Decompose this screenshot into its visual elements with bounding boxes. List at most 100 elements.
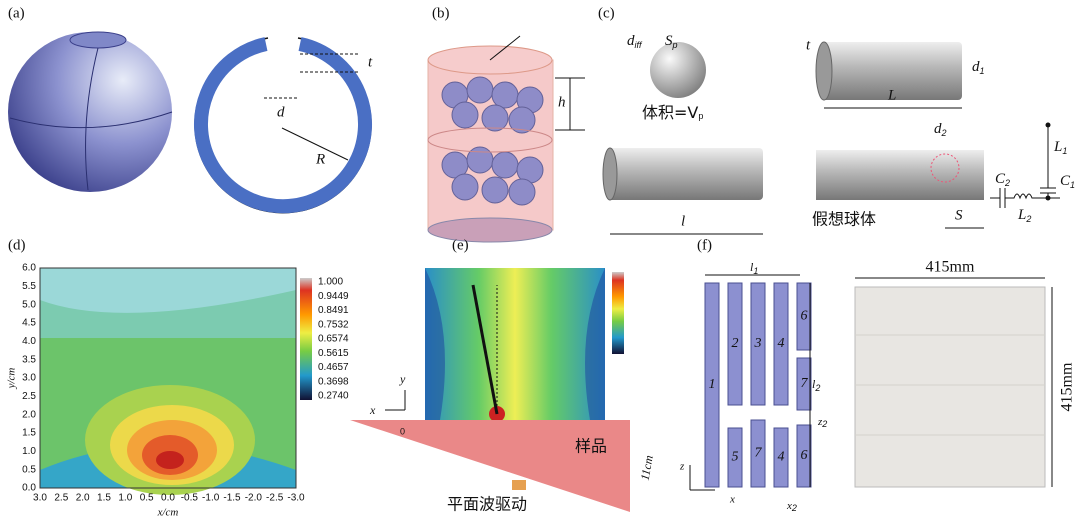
label-d2: d2 bbox=[934, 121, 947, 138]
label-z2: z2 bbox=[817, 416, 827, 430]
drive-label: 平面波驱动 bbox=[447, 495, 527, 514]
label-x: x bbox=[369, 403, 376, 417]
x-tick-label: 0.0 bbox=[161, 493, 175, 504]
bar-number: 5 bbox=[732, 450, 739, 465]
x-tick-label: -3.0 bbox=[287, 493, 305, 504]
label-h: h bbox=[558, 94, 566, 110]
bar-number: 3 bbox=[754, 336, 762, 351]
y-axis-label: y/cm bbox=[6, 368, 18, 390]
x-tick-label: -1.5 bbox=[223, 493, 241, 504]
circuit bbox=[990, 125, 1060, 208]
sphere bbox=[8, 32, 172, 192]
label-t: t bbox=[806, 37, 811, 53]
length-label: 11cm bbox=[638, 454, 656, 481]
panel-label: (f) bbox=[697, 237, 712, 253]
colorbar-label: 1.000 bbox=[318, 277, 343, 288]
height-label: 415mm bbox=[1059, 362, 1076, 411]
colorbar-label: 0.6574 bbox=[318, 334, 349, 345]
sphere-label: 假想球体 bbox=[812, 210, 876, 229]
label-diff: diff bbox=[627, 33, 643, 50]
label-c1: C1 bbox=[1060, 173, 1075, 190]
colorbar-label: 0.8491 bbox=[318, 305, 349, 316]
panel-label: (e) bbox=[452, 237, 469, 253]
colorbar-label: 0.7532 bbox=[318, 319, 349, 330]
panel-label: (a) bbox=[8, 5, 25, 21]
x-tick-label: -2.0 bbox=[245, 493, 263, 504]
x-axis-label: x/cm bbox=[157, 507, 179, 519]
field-image bbox=[425, 268, 605, 420]
colorbar-label: 0.2740 bbox=[318, 391, 349, 402]
panel-label: (b) bbox=[432, 5, 450, 21]
tube bbox=[608, 148, 763, 200]
colorbar-label: 0.4657 bbox=[318, 362, 349, 373]
hole bbox=[70, 32, 126, 48]
y-tick-label: 2.0 bbox=[22, 409, 36, 420]
y-tick-label: 3.5 bbox=[22, 354, 36, 365]
radius bbox=[282, 128, 348, 160]
axes bbox=[385, 390, 405, 410]
bar-number: 4 bbox=[778, 336, 785, 351]
contour bbox=[40, 268, 296, 495]
bar-number: 7 bbox=[801, 376, 809, 391]
label-l: l bbox=[681, 213, 685, 229]
y-tick-label: 4.5 bbox=[22, 318, 36, 329]
y-tick-label: 6.0 bbox=[22, 263, 36, 274]
label-d1: d1 bbox=[972, 59, 985, 76]
x-tick-label: 1.5 bbox=[97, 493, 111, 504]
sample-label: 样品 bbox=[575, 437, 607, 456]
label-l-upper: L bbox=[887, 87, 896, 103]
sphere bbox=[650, 42, 706, 98]
y-tick-label: 3.0 bbox=[22, 373, 36, 384]
bar-number: 6 bbox=[801, 448, 808, 463]
bar-number: 4 bbox=[778, 450, 785, 465]
y-tick-label: 2.5 bbox=[22, 391, 36, 402]
colorbar bbox=[612, 272, 624, 354]
label-x: x bbox=[729, 494, 735, 506]
ring bbox=[201, 44, 365, 206]
label-l1: l1 bbox=[750, 260, 758, 277]
label-z: z bbox=[679, 461, 685, 473]
y-tick-label: 5.5 bbox=[22, 281, 36, 292]
y-tick-label: 4.0 bbox=[22, 336, 36, 347]
label-l2: l2 bbox=[812, 377, 820, 394]
colorbar-label: 0.9449 bbox=[318, 291, 349, 302]
bar-number: 7 bbox=[755, 446, 763, 461]
y-tick-label: 1.0 bbox=[22, 446, 36, 457]
label-l2: L2 bbox=[1017, 207, 1031, 224]
bar-number: 1 bbox=[709, 377, 716, 392]
x-tick-label: 3.0 bbox=[33, 493, 47, 504]
tube bbox=[816, 150, 984, 200]
bar-number: 6 bbox=[801, 309, 808, 324]
node bbox=[1046, 196, 1051, 201]
label-x2: x2 bbox=[786, 500, 797, 514]
figure: (a) t d R (b) h (c) diff Sp 体积=Vp t d1 L… bbox=[0, 0, 1082, 520]
node bbox=[1046, 123, 1051, 128]
label-y: y bbox=[399, 372, 406, 386]
label-s: S bbox=[955, 207, 963, 223]
bar-number: 2 bbox=[732, 336, 739, 351]
y-tick-label: 5.0 bbox=[22, 299, 36, 310]
tube-end bbox=[603, 148, 617, 200]
label-t: t bbox=[368, 54, 373, 70]
width-label: 415mm bbox=[926, 259, 975, 276]
colorbar-label: 0.5615 bbox=[318, 348, 349, 359]
colorbar-label: 0.3698 bbox=[318, 376, 349, 387]
label-sp: Sp bbox=[665, 33, 678, 50]
panel-label: (c) bbox=[598, 5, 615, 21]
x-tick-label: 2.5 bbox=[54, 493, 68, 504]
label-d: d bbox=[277, 104, 285, 120]
tube-end bbox=[816, 42, 832, 100]
panel-label: (d) bbox=[8, 237, 26, 253]
driver bbox=[512, 480, 526, 490]
label-r: R bbox=[315, 151, 325, 167]
colorbar bbox=[300, 278, 312, 400]
y-tick-label: 0.5 bbox=[22, 464, 36, 475]
x-tick-label: 0.5 bbox=[140, 493, 154, 504]
volume: 体积=Vp bbox=[642, 103, 703, 122]
x-tick-label: -1.0 bbox=[202, 493, 220, 504]
y-tick-label: 1.5 bbox=[22, 428, 36, 439]
photo bbox=[855, 287, 1045, 487]
label-l1: L1 bbox=[1053, 139, 1067, 156]
label-c2: C2 bbox=[995, 171, 1010, 188]
label-theta: 0 bbox=[400, 426, 405, 436]
